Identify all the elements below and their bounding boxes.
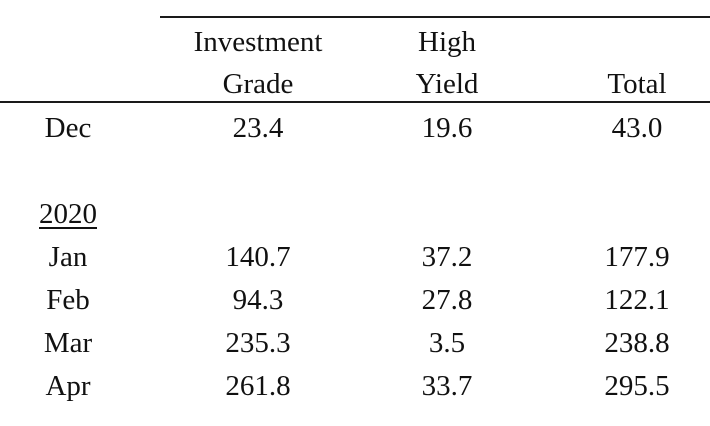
cell-mar-total: 238.8 [604,327,670,359]
header-high-yield-line2: Yield [415,68,479,100]
row-label-feb: Feb [46,284,90,316]
cell-feb-investment-grade: 94.3 [232,284,284,316]
header-total: Total [607,68,667,100]
row-label-apr: Apr [45,370,91,402]
cell-dec-investment-grade: 23.4 [232,112,284,144]
cell-jan-high-yield: 37.2 [421,241,473,273]
table-top-rule [160,16,710,18]
cell-jan-investment-grade: 140.7 [225,241,291,273]
header-rule [0,101,710,103]
row-label-jan: Jan [48,241,88,273]
cell-jan-total: 177.9 [604,241,670,273]
row-label-dec: Dec [44,112,92,144]
cell-feb-high-yield: 27.8 [421,284,473,316]
header-investment-grade-line2: Grade [222,68,294,100]
header-investment-grade-line1: Investment [193,26,323,58]
cell-mar-investment-grade: 235.3 [225,327,291,359]
cell-dec-total: 43.0 [611,112,663,144]
cell-apr-high-yield: 33.7 [421,370,473,402]
year-label: 2020 [39,198,97,230]
header-high-yield-line1: High [418,26,476,58]
row-label-mar: Mar [43,327,93,359]
cell-feb-total: 122.1 [604,284,670,316]
cell-apr-investment-grade: 261.8 [225,370,291,402]
cell-mar-high-yield: 3.5 [428,327,466,359]
cell-apr-total: 295.5 [604,370,670,402]
cell-dec-high-yield: 19.6 [421,112,473,144]
